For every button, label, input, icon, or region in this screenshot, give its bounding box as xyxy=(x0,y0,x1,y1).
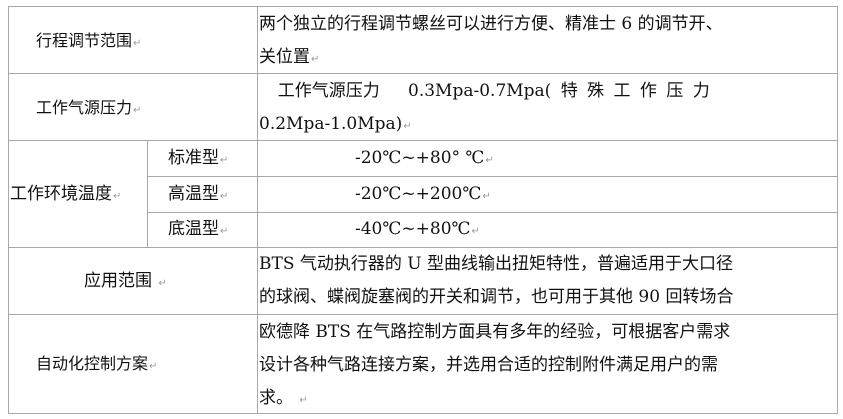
row-value-stroke-range: 两个独立的行程调节螺丝可以进行方便、精准士 6 的调节开、 关位置↵ xyxy=(259,14,723,67)
column-divider xyxy=(147,140,148,247)
paragraph-mark-icon: ↵ xyxy=(133,105,142,116)
row-divider xyxy=(8,140,838,141)
sub-label-standard: 标准型↵ xyxy=(168,148,229,168)
paragraph-mark-icon: ↵ xyxy=(220,191,229,202)
row-label-application: 应用范围 ↵ xyxy=(84,271,167,291)
row-label-ambient-temp: 工作环境温度↵ xyxy=(10,184,122,204)
paragraph-mark-icon: ↵ xyxy=(220,226,229,237)
row-divider xyxy=(147,176,838,177)
paragraph-mark-icon: ↵ xyxy=(311,54,320,65)
paragraph-mark-icon: ↵ xyxy=(220,155,229,166)
paragraph-mark-icon: ↵ xyxy=(299,395,308,406)
row-value-application: BTS 气动执行器的 U 型曲线输出扭矩特性，普遍适用于大口径 的球阀、蝶阀旋塞… xyxy=(259,254,734,307)
row-divider xyxy=(8,73,838,74)
row-label-air-pressure: 工作气源压力↵ xyxy=(36,98,142,117)
paragraph-mark-icon: ↵ xyxy=(149,361,158,372)
row-value-automation: 欧德降 BTS 在气路控制方面具有多年的经验，可根据客户需求 设计各种气路连接方… xyxy=(259,322,731,408)
sub-value-low-temp: -40℃~+80℃↵ xyxy=(355,219,480,239)
paragraph-mark-icon: ↵ xyxy=(158,278,167,289)
table-border xyxy=(837,6,838,414)
paragraph-mark-icon: ↵ xyxy=(113,191,122,202)
sub-label-high-temp: 高温型↵ xyxy=(168,184,229,204)
row-value-air-pressure: 工作气源压力 0.3Mpa-0.7Mpa( 特 殊 工 作 压 力 0.2Mpa… xyxy=(259,81,710,134)
sub-value-high-temp: -20℃~+200℃↵ xyxy=(355,184,491,204)
sub-label-low-temp: 底温型↵ xyxy=(168,219,229,239)
row-divider xyxy=(8,314,838,315)
row-divider xyxy=(147,212,838,213)
table-border xyxy=(8,413,838,414)
row-label-automation: 自动化控制方案↵ xyxy=(36,354,158,373)
paragraph-mark-icon: ↵ xyxy=(485,155,494,166)
paragraph-mark-icon: ↵ xyxy=(403,121,412,132)
table-border xyxy=(8,6,9,414)
table-border xyxy=(8,6,838,7)
paragraph-mark-icon: ↵ xyxy=(482,191,491,202)
paragraph-mark-icon: ↵ xyxy=(471,226,480,237)
column-divider xyxy=(257,6,258,414)
paragraph-mark-icon: ↵ xyxy=(133,38,142,49)
row-divider xyxy=(8,247,838,248)
row-label-stroke-range: 行程调节范围↵ xyxy=(36,31,142,50)
sub-value-standard: -20℃~+80° ℃↵ xyxy=(355,148,494,168)
